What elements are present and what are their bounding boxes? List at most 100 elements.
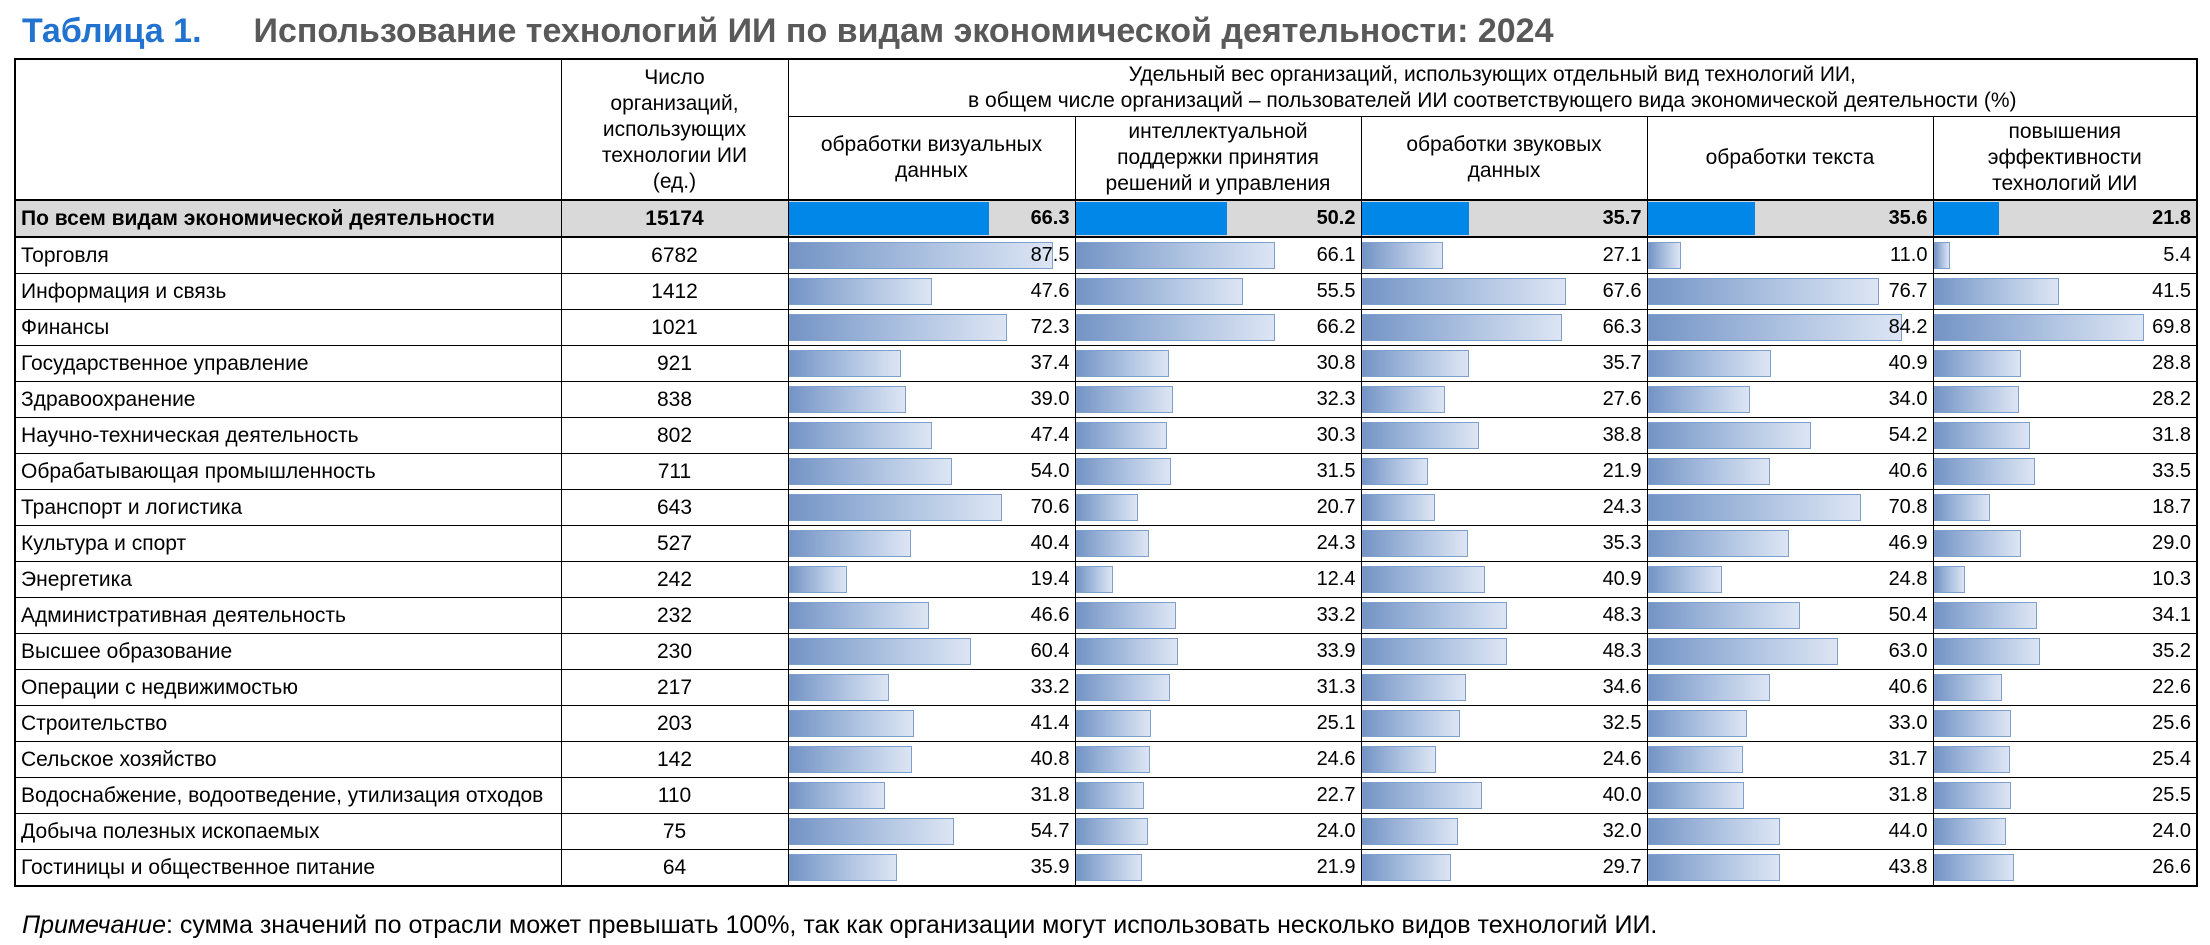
bar-cell: 29.0 bbox=[1932, 525, 2198, 562]
table-row: Культура и спорт 527 40.4 24.3 35.3 46.9 29.0 bbox=[14, 525, 2198, 562]
data-bar bbox=[789, 350, 902, 377]
data-bar bbox=[1934, 638, 2040, 665]
table-row: Административная деятельность 232 46.6 33.2… bbox=[14, 597, 2198, 634]
bar-value: 50.4 bbox=[1888, 604, 1928, 626]
org-count: 203 bbox=[560, 705, 789, 742]
bar-value: 31.8 bbox=[1030, 784, 1070, 806]
data-bar bbox=[789, 638, 971, 665]
bar-value: 50.2 bbox=[1316, 207, 1356, 229]
share-header-line2: в общем числе организаций – пользователе… bbox=[968, 89, 2017, 112]
org-count: 142 bbox=[560, 741, 789, 778]
data-bar bbox=[1362, 386, 1445, 413]
data-bar bbox=[1362, 458, 1428, 485]
footnote-label: Примечание bbox=[22, 911, 166, 939]
bar-value: 24.6 bbox=[1316, 748, 1356, 770]
bar-value: 33.5 bbox=[2152, 460, 2192, 482]
data-bar bbox=[789, 386, 907, 413]
bar-cell: 34.6 bbox=[1360, 669, 1648, 706]
org-count: 527 bbox=[560, 525, 789, 562]
count-column-header: Число организаций, использующих технолог… bbox=[560, 58, 789, 201]
bar-cell: 28.8 bbox=[1932, 345, 2198, 382]
bar-value: 70.8 bbox=[1888, 496, 1928, 518]
data-bar bbox=[1076, 202, 1228, 235]
data-bar bbox=[1648, 710, 1748, 737]
bar-value: 54.0 bbox=[1030, 460, 1070, 482]
row-label: Водоснабжение, водоотведение, утилизация… bbox=[14, 777, 562, 814]
data-bar bbox=[1934, 530, 2022, 557]
bar-cell: 33.2 bbox=[1074, 597, 1362, 634]
table-body: По всем видам экономической деятельности… bbox=[14, 199, 2198, 887]
bar-cell: 29.7 bbox=[1360, 849, 1648, 887]
corner-cell bbox=[14, 58, 562, 201]
row-label: Культура и спорт bbox=[14, 525, 562, 562]
data-bar bbox=[789, 314, 1007, 341]
bar-cell: 84.2 bbox=[1646, 309, 1934, 346]
row-label: Энергетика bbox=[14, 561, 562, 598]
bar-value: 40.6 bbox=[1888, 676, 1928, 698]
data-bar bbox=[1934, 854, 2014, 881]
bar-value: 11.0 bbox=[1890, 244, 1928, 266]
bar-cell: 40.8 bbox=[787, 741, 1076, 778]
bar-value: 19.4 bbox=[1030, 568, 1070, 590]
bar-cell: 24.6 bbox=[1360, 741, 1648, 778]
data-bar bbox=[1076, 854, 1142, 881]
bar-value: 31.5 bbox=[1316, 460, 1356, 482]
data-bar bbox=[1076, 566, 1113, 593]
bar-value: 55.5 bbox=[1316, 280, 1356, 302]
data-bar bbox=[1362, 242, 1444, 269]
data-bar bbox=[1648, 458, 1771, 485]
table-row: Финансы 1021 72.3 66.2 66.3 84.2 69.8 bbox=[14, 309, 2198, 346]
data-bar bbox=[789, 782, 885, 809]
bar-value: 60.4 bbox=[1030, 640, 1070, 662]
bar-cell: 40.4 bbox=[787, 525, 1076, 562]
bar-cell: 24.0 bbox=[1074, 813, 1362, 850]
table-row: Транспорт и логистика 643 70.6 20.7 24.3 70.8… bbox=[14, 489, 2198, 526]
data-bar bbox=[1076, 818, 1148, 845]
data-bar bbox=[1362, 818, 1459, 845]
bar-cell: 28.2 bbox=[1932, 381, 2198, 418]
bar-cell: 22.6 bbox=[1932, 669, 2198, 706]
column-header-text-processing: обработки текста bbox=[1646, 116, 1934, 201]
data-bar bbox=[1648, 638, 1838, 665]
bar-cell: 10.3 bbox=[1932, 561, 2198, 598]
bar-cell: 33.9 bbox=[1074, 633, 1362, 670]
bar-cell: 47.6 bbox=[787, 273, 1076, 310]
table-row: Обрабатывающая промышленность 711 54.0 31.5… bbox=[14, 453, 2198, 490]
data-bar bbox=[1934, 602, 2037, 629]
bar-cell: 69.8 bbox=[1932, 309, 2198, 346]
bar-value: 5.4 bbox=[2163, 244, 2192, 266]
data-bar bbox=[1362, 494, 1435, 521]
bar-cell: 31.5 bbox=[1074, 453, 1362, 490]
bar-cell: 39.0 bbox=[787, 381, 1076, 418]
bar-cell: 24.8 bbox=[1646, 561, 1934, 598]
bar-cell: 32.0 bbox=[1360, 813, 1648, 850]
org-count: 230 bbox=[560, 633, 789, 670]
data-bar bbox=[789, 494, 1002, 521]
bar-cell: 27.6 bbox=[1360, 381, 1648, 418]
bar-cell: 37.4 bbox=[787, 345, 1076, 382]
bar-value: 34.0 bbox=[1888, 388, 1928, 410]
table-row: Сельское хозяйство 142 40.8 24.6 24.6 31.7 25.… bbox=[14, 741, 2198, 778]
bar-value: 46.9 bbox=[1888, 532, 1928, 554]
footnote-text: : сумма значений по отрасли может превыш… bbox=[165, 911, 1658, 939]
page-title: Таблица 1. Использование технологий ИИ п… bbox=[0, 0, 2210, 58]
bar-value: 10.3 bbox=[2152, 568, 2192, 590]
bar-cell: 24.3 bbox=[1074, 525, 1362, 562]
bar-value: 48.3 bbox=[1602, 604, 1642, 626]
bar-value: 54.7 bbox=[1030, 820, 1070, 842]
bar-value: 35.6 bbox=[1888, 207, 1928, 229]
data-bar bbox=[1648, 818, 1781, 845]
bar-value: 25.1 bbox=[1316, 712, 1356, 734]
bar-cell: 32.3 bbox=[1074, 381, 1362, 418]
bar-value: 38.8 bbox=[1602, 424, 1642, 446]
data-bar bbox=[789, 854, 897, 881]
row-label: Обрабатывающая промышленность bbox=[14, 453, 562, 490]
bar-value: 76.7 bbox=[1888, 280, 1928, 302]
data-bar bbox=[1934, 566, 1965, 593]
bar-value: 31.8 bbox=[2152, 424, 2192, 446]
bar-value: 37.4 bbox=[1030, 352, 1070, 374]
data-bar bbox=[1362, 638, 1508, 665]
bar-value: 67.6 bbox=[1602, 280, 1642, 302]
data-bar bbox=[1934, 674, 2002, 701]
table-title-text: Использование технологий ИИ по видам эко… bbox=[253, 12, 1554, 50]
